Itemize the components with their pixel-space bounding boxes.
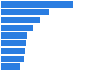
Bar xyxy=(1,32,27,39)
Bar xyxy=(1,25,33,31)
Bar xyxy=(1,48,25,54)
Bar xyxy=(1,17,40,23)
Bar xyxy=(1,63,20,70)
Bar xyxy=(1,56,24,62)
Bar xyxy=(1,40,26,46)
Bar xyxy=(1,1,73,8)
Bar xyxy=(1,9,49,15)
